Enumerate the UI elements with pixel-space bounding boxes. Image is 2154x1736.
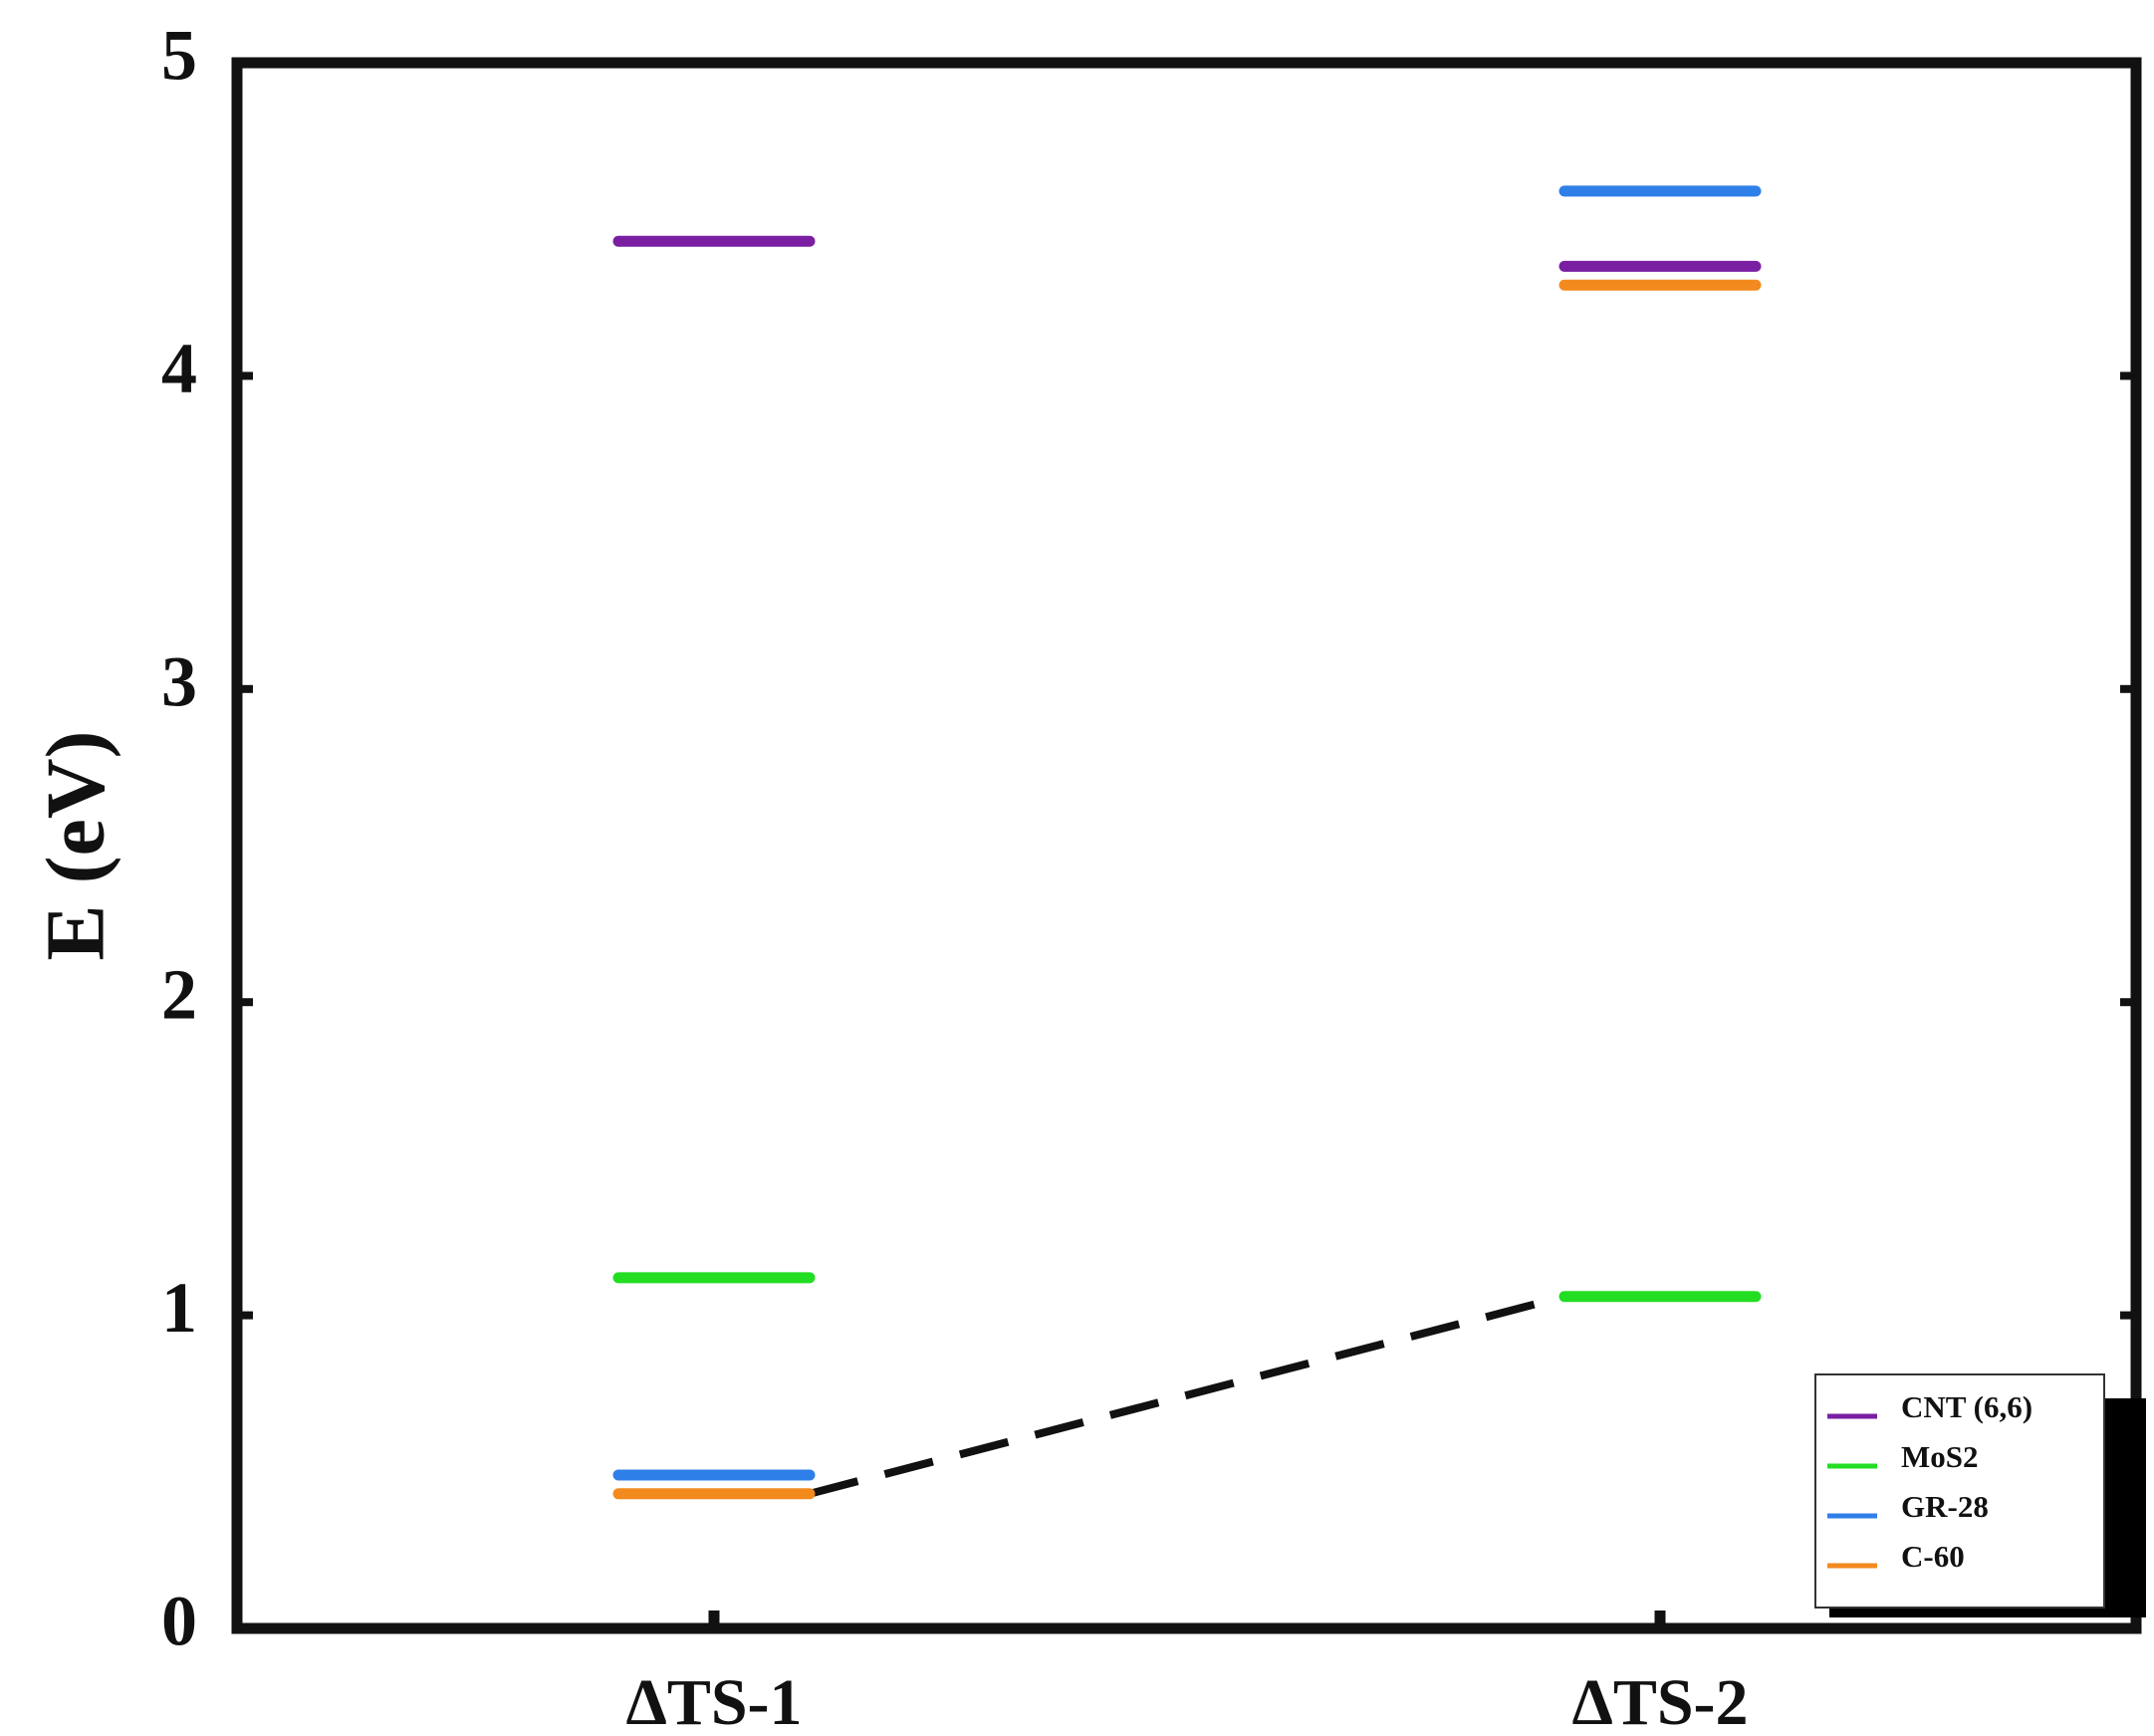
y-tick-label: 4 [161, 329, 197, 408]
x-tick-label: ΔTS-2 [1571, 1666, 1748, 1736]
plot-frame [231, 57, 2142, 1634]
legend-label: GR-28 [1901, 1489, 1989, 1524]
legend-label: MoS2 [1901, 1439, 1979, 1474]
legend-box [1814, 1373, 2105, 1609]
y-tick-label: 0 [161, 1582, 197, 1661]
x-tick-label: ΔTS-1 [625, 1666, 802, 1736]
legend-label: C-60 [1901, 1539, 1965, 1574]
y-axis-label: E (eV) [29, 731, 121, 961]
y-tick-label: 1 [161, 1268, 197, 1348]
connector [808, 1292, 1566, 1498]
y-tick-label: 2 [161, 955, 197, 1035]
y-tick-label: 5 [161, 16, 197, 96]
legend-label: CNT (6,6) [1901, 1389, 2033, 1424]
y-tick-label: 3 [161, 641, 197, 721]
